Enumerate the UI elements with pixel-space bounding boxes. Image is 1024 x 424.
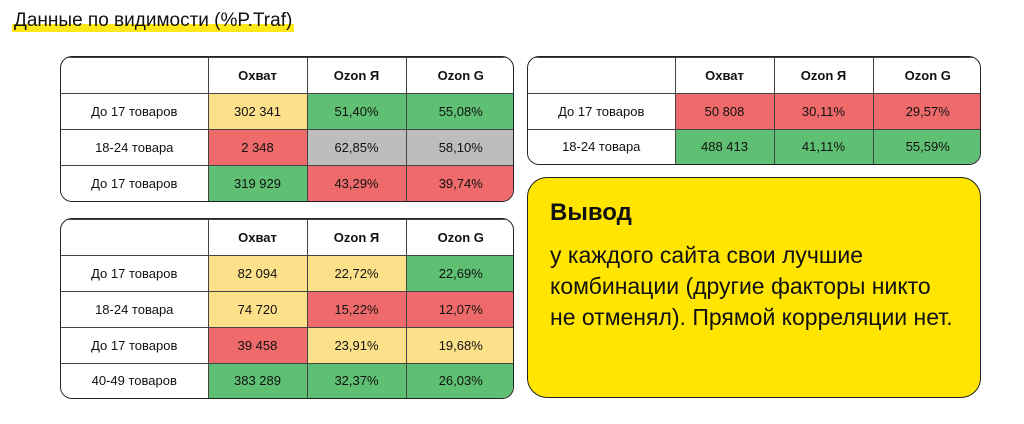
table-row: До 17 товаров 302 341 51,40% 55,08% xyxy=(61,93,513,131)
column-header: Охват xyxy=(674,57,775,94)
row-label: 18-24 товара xyxy=(528,128,676,164)
table-row: До 17 товаров 82 094 22,72% 22,69% xyxy=(61,254,513,292)
header-corner xyxy=(528,57,676,94)
visibility-table-2: Охват Ozon Я Ozon G До 17 товаров 50 808 30,1… xyxy=(527,56,981,165)
row-label: До 17 товаров xyxy=(61,254,209,292)
table-cell: 32,37% xyxy=(306,362,407,398)
column-header: Ozon Я xyxy=(773,57,874,94)
table-cell: 82 094 xyxy=(207,254,308,292)
page-title: Данные по видимости (%P.Traf) xyxy=(12,8,295,34)
table-cell: 55,59% xyxy=(872,128,980,164)
table-row: 40-49 товаров 383 289 32,37% 26,03% xyxy=(61,362,513,398)
conclusion-box: Вывод у каждого сайта свои лучшие комбин… xyxy=(527,177,981,398)
table-cell: 58,10% xyxy=(405,129,513,167)
table-cell: 50 808 xyxy=(674,92,775,130)
header-row: Охват Ozon Я Ozon G xyxy=(61,57,513,95)
column-header: Ozon G xyxy=(405,219,513,256)
table-cell: 26,03% xyxy=(405,362,513,398)
table-cell: 383 289 xyxy=(207,362,308,398)
table-cell: 19,68% xyxy=(405,326,513,364)
table-row: До 17 товаров 319 929 43,29% 39,74% xyxy=(61,165,513,201)
table-row: 18-24 товара 488 413 41,11% 55,59% xyxy=(528,128,980,164)
table-cell: 488 413 xyxy=(674,128,775,164)
table-cell: 12,07% xyxy=(405,290,513,328)
table-cell: 30,11% xyxy=(773,92,874,130)
visibility-table-3: Охват Ozon Я Ozon G До 17 товаров 82 094 22,7… xyxy=(60,218,514,399)
header-row: Охват Ozon Я Ozon G xyxy=(61,219,513,256)
row-label: 18-24 товара xyxy=(61,129,209,167)
table-cell: 302 341 xyxy=(207,93,308,131)
table-cell: 51,40% xyxy=(306,93,407,131)
column-header: Охват xyxy=(207,219,308,256)
table-cell: 29,57% xyxy=(872,92,980,130)
table-row: 18-24 товара 74 720 15,22% 12,07% xyxy=(61,290,513,328)
row-label: До 17 товаров xyxy=(528,92,676,130)
table-cell: 22,69% xyxy=(405,254,513,292)
column-header: Ozon G xyxy=(872,57,980,94)
row-label: До 17 товаров xyxy=(61,93,209,131)
table-cell: 15,22% xyxy=(306,290,407,328)
table-cell: 39 458 xyxy=(207,326,308,364)
conclusion-heading: Вывод xyxy=(550,199,632,226)
row-label: 40-49 товаров xyxy=(61,362,209,398)
table-cell: 2 348 xyxy=(207,129,308,167)
table-cell: 22,72% xyxy=(306,254,407,292)
column-header: Ozon G xyxy=(405,57,513,95)
row-label: До 17 товаров xyxy=(61,165,209,201)
header-corner xyxy=(61,57,209,95)
header-corner xyxy=(61,219,209,256)
table-cell: 74 720 xyxy=(207,290,308,328)
data-table: Охват Ozon Я Ozon G До 17 товаров 50 808 30,1… xyxy=(528,57,980,164)
table-cell: 62,85% xyxy=(306,129,407,167)
row-label: До 17 товаров xyxy=(61,326,209,364)
table-row: 18-24 товара 2 348 62,85% 58,10% xyxy=(61,129,513,167)
column-header: Ozon Я xyxy=(306,57,407,95)
row-label: 18-24 товара xyxy=(61,290,209,328)
table-cell: 23,91% xyxy=(306,326,407,364)
column-header: Охват xyxy=(207,57,308,95)
table-cell: 55,08% xyxy=(405,93,513,131)
table-row: До 17 товаров 39 458 23,91% 19,68% xyxy=(61,326,513,364)
column-header: Ozon Я xyxy=(306,219,407,256)
data-table: Охват Ozon Я Ozon G До 17 товаров 302 341 51,… xyxy=(61,57,513,201)
data-table: Охват Ozon Я Ozon G До 17 товаров 82 094 22,7… xyxy=(61,219,513,398)
table-cell: 41,11% xyxy=(773,128,874,164)
table-cell: 319 929 xyxy=(207,165,308,201)
table-cell: 39,74% xyxy=(405,165,513,201)
conclusion-text: у каждого сайта свои лучшие комбинации (… xyxy=(550,242,953,330)
table-row: До 17 товаров 50 808 30,11% 29,57% xyxy=(528,92,980,130)
table-cell: 43,29% xyxy=(306,165,407,201)
visibility-table-1: Охват Ozon Я Ozon G До 17 товаров 302 341 51,… xyxy=(60,56,514,202)
header-row: Охват Ozon Я Ozon G xyxy=(528,57,980,94)
